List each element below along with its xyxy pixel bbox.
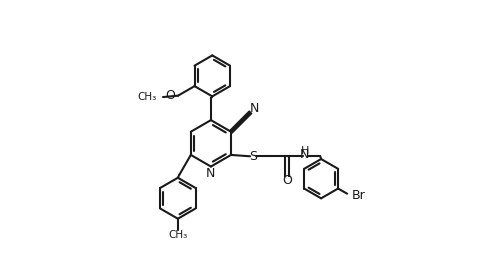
Text: N: N bbox=[300, 149, 309, 161]
Text: O: O bbox=[165, 89, 175, 102]
Text: CH₃: CH₃ bbox=[138, 92, 157, 102]
Text: CH₃: CH₃ bbox=[168, 230, 187, 239]
Text: S: S bbox=[249, 150, 258, 163]
Text: H: H bbox=[302, 146, 310, 156]
Text: N: N bbox=[249, 102, 259, 115]
Text: N: N bbox=[206, 167, 215, 180]
Text: Br: Br bbox=[352, 189, 366, 201]
Text: O: O bbox=[282, 174, 292, 187]
